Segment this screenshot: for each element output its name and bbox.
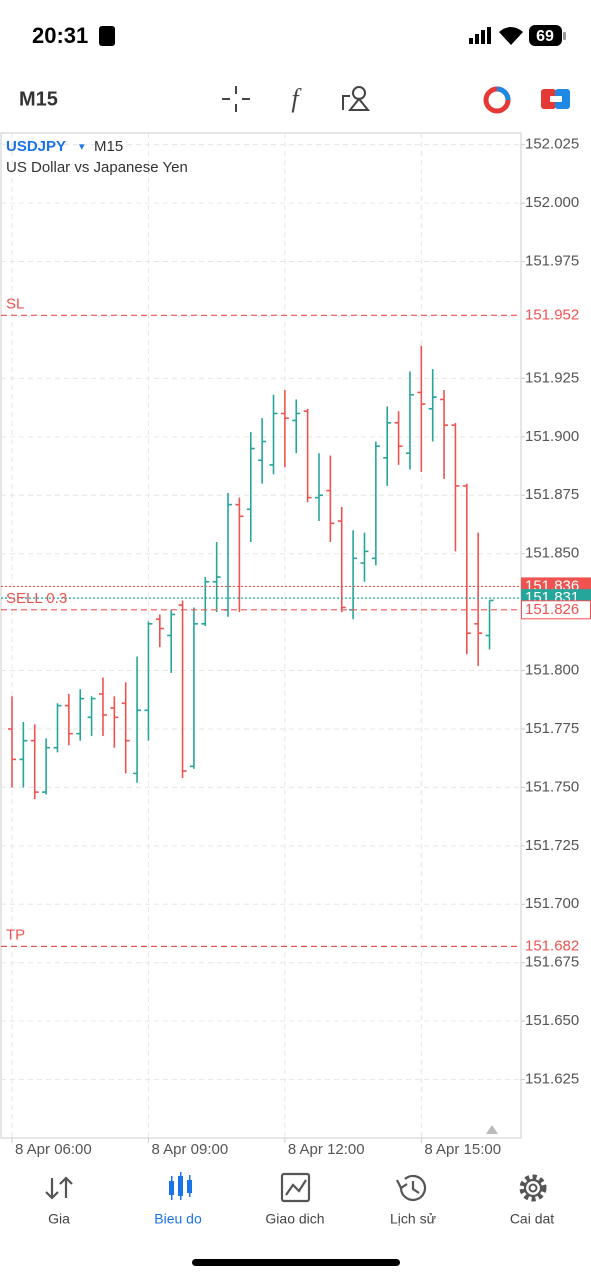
- nav-item[interactable]: Gia: [48, 1211, 70, 1227]
- x-tick-label: 8 Apr 09:00: [151, 1141, 228, 1158]
- y-tick-label: 151.700: [525, 895, 579, 912]
- price-line-label: TP: [6, 926, 25, 943]
- quotes-icon: [45, 1176, 73, 1200]
- y-tick-label: 151.675: [525, 954, 579, 971]
- chart-icon: [169, 1172, 192, 1200]
- battery-level: 69: [536, 28, 554, 45]
- price-line-label: SELL 0.3: [6, 590, 67, 607]
- y-tick-label: 151.800: [525, 662, 579, 679]
- trade-icon: [280, 1172, 311, 1203]
- objects-button[interactable]: [342, 86, 371, 111]
- one-click-button[interactable]: [541, 89, 570, 109]
- battery-icon: [529, 25, 562, 46]
- price-line-label: SL: [6, 295, 24, 312]
- wifi-icon: [499, 27, 523, 45]
- signal-icon: [469, 27, 491, 44]
- crosshair-button[interactable]: [222, 86, 250, 112]
- chart: 152.025 152.000 151.975 151.925 151.900 151.8…: [1, 133, 591, 1158]
- settings-icon: [519, 1174, 547, 1202]
- y-tick-label: 152.025: [525, 136, 579, 153]
- chart-timeframe: M15: [94, 138, 123, 155]
- y-tick-label: 151.625: [525, 1071, 579, 1088]
- chart-shift-marker[interactable]: [486, 1125, 498, 1134]
- nav-item[interactable]: Cai dat: [510, 1211, 554, 1227]
- price-box-label: 151.952: [525, 306, 579, 323]
- nav-item[interactable]: Giao dich: [265, 1211, 324, 1227]
- y-tick-label: 151.900: [525, 428, 579, 445]
- symbol-menu[interactable]: ▾: [79, 141, 85, 153]
- y-tick-label: 151.875: [525, 486, 579, 503]
- x-tick-label: 8 Apr 06:00: [15, 1141, 92, 1158]
- clock: 20:31: [32, 23, 88, 48]
- symbol-description: US Dollar vs Japanese Yen: [6, 159, 188, 176]
- battery-cap: [563, 32, 566, 40]
- y-tick-label: 151.725: [525, 837, 579, 854]
- focus-icon: [99, 26, 115, 46]
- price-box-label: 151.826: [525, 601, 579, 618]
- history-icon: [396, 1174, 427, 1201]
- x-tick-label: 8 Apr 15:00: [424, 1141, 501, 1158]
- nav-item[interactable]: Bieu do: [154, 1211, 202, 1227]
- home-indicator: [192, 1259, 400, 1266]
- indicators-button[interactable]: f: [291, 84, 302, 113]
- trade-signal-button[interactable]: [483, 86, 511, 114]
- y-tick-label: 151.925: [525, 369, 579, 386]
- nav-item[interactable]: Lịch sử: [390, 1211, 436, 1227]
- plot-frame: [0, 132, 522, 1139]
- symbol[interactable]: USDJPY: [6, 138, 66, 155]
- y-tick-label: 151.975: [525, 253, 579, 270]
- x-tick-label: 8 Apr 12:00: [288, 1141, 365, 1158]
- y-tick-label: 151.650: [525, 1012, 579, 1029]
- y-tick-label: 152.000: [525, 194, 579, 211]
- bottom-nav: Gia Bieu do Giao dich Lịch sử Cai dat: [45, 1172, 554, 1227]
- price-box-label: 151.682: [525, 937, 579, 954]
- timeframe-button[interactable]: M15: [19, 88, 58, 110]
- y-tick-label: 151.850: [525, 545, 579, 562]
- y-tick-label: 151.775: [525, 720, 579, 737]
- y-tick-label: 151.750: [525, 778, 579, 795]
